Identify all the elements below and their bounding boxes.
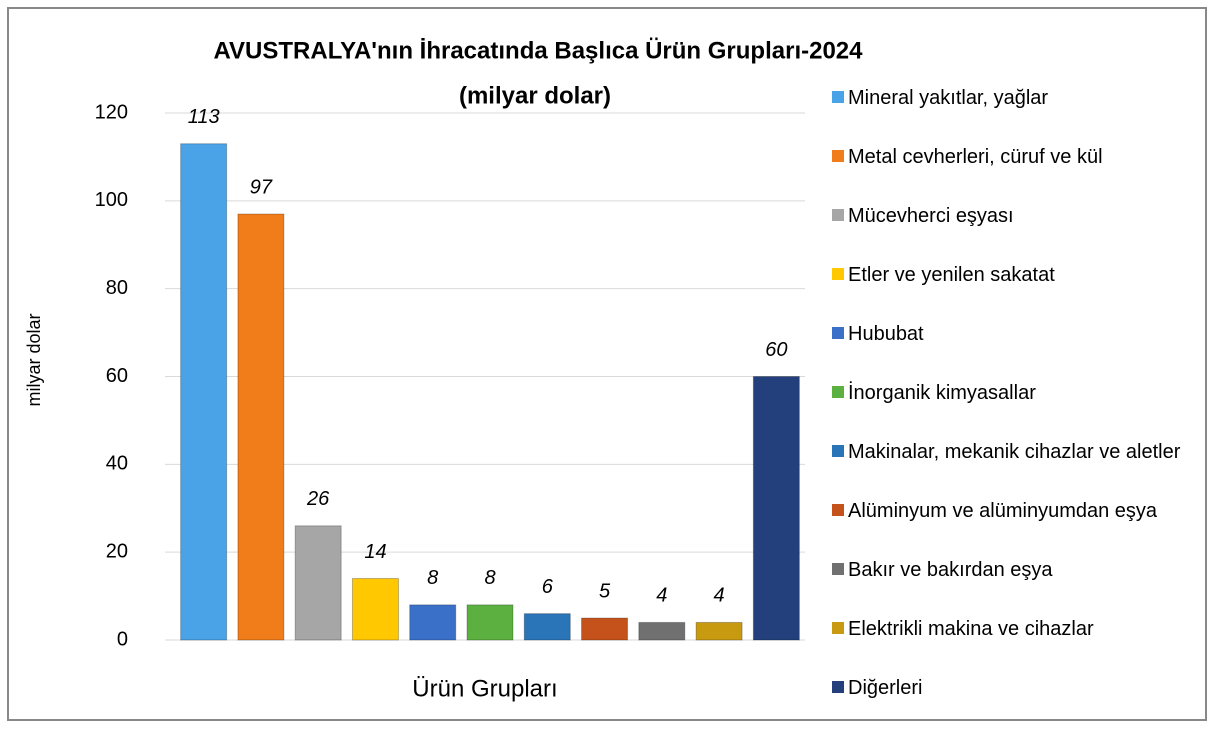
legend-item: Elektrikli makina ve cihazlar <box>832 617 1202 641</box>
legend-swatch <box>832 504 844 516</box>
value-label: 5 <box>599 580 611 602</box>
legend-item: İnorganik kimyasallar <box>832 381 1202 405</box>
bar <box>237 213 285 641</box>
legend-swatch <box>832 445 844 457</box>
legend-item: Makinalar, mekanik cihazlar ve aletler <box>832 440 1202 464</box>
legend-swatch <box>832 386 844 398</box>
y-tick-label: 40 <box>106 453 128 475</box>
y-tick-label: 0 <box>117 628 128 650</box>
legend-label: Metal cevherleri, cüruf ve kül <box>848 146 1103 168</box>
x-axis-label: Ürün Grupları <box>412 675 557 702</box>
value-label: 60 <box>765 339 787 361</box>
bar <box>294 525 342 641</box>
y-tick-label: 80 <box>106 277 128 299</box>
legend-swatch <box>832 622 844 634</box>
legend-item: Metal cevherleri, cüruf ve kül <box>832 145 1202 169</box>
legend-swatch <box>832 327 844 339</box>
bar <box>752 376 800 641</box>
legend-label: Bakır ve bakırdan eşya <box>848 559 1053 581</box>
y-tick-label: 60 <box>106 365 128 387</box>
value-label: 6 <box>542 576 554 598</box>
value-label: 113 <box>188 106 220 128</box>
frame <box>7 7 1207 721</box>
legend-item: Hububat <box>832 322 1202 346</box>
value-label: 26 <box>306 488 330 510</box>
chart-title: AVUSTRALYA'nın İhracatında Başlıca Ürün … <box>213 37 863 64</box>
legend-item: Alüminyum ve alüminyumdan eşya <box>832 499 1202 523</box>
legend-label: Elektrikli makina ve cihazlar <box>848 618 1094 640</box>
value-label: 97 <box>250 176 273 198</box>
y-axis-label: milyar dolar <box>24 313 44 406</box>
legend-swatch <box>832 150 844 162</box>
bar <box>466 604 514 641</box>
value-label: 8 <box>427 567 438 589</box>
legend-label: Etler ve yenilen sakatat <box>848 264 1055 286</box>
legend-label: Makinalar, mekanik cihazlar ve aletler <box>848 441 1181 463</box>
y-tick-label: 100 <box>95 189 128 211</box>
y-tick-label: 20 <box>106 540 128 562</box>
legend-swatch <box>832 681 844 693</box>
legend-item: Bakır ve bakırdan eşya <box>832 558 1202 582</box>
legend-label: Alüminyum ve alüminyumdan eşya <box>848 500 1158 522</box>
bar <box>180 143 228 641</box>
chart-subtitle: (milyar dolar) <box>459 82 611 109</box>
legend-label: Hububat <box>848 323 924 345</box>
bar <box>695 621 743 641</box>
bar <box>351 578 399 641</box>
legend-swatch <box>832 209 844 221</box>
legend-swatch <box>832 91 844 103</box>
legend-label: Diğerleri <box>848 677 923 699</box>
legend-swatch <box>832 268 844 280</box>
value-label: 8 <box>484 567 495 589</box>
y-tick-label: 120 <box>95 101 128 123</box>
legend-label: Mücevherci eşyası <box>848 205 1014 227</box>
legend-item: Mineral yakıtlar, yağlar <box>832 86 1202 110</box>
legend-item: Etler ve yenilen sakatat <box>832 263 1202 287</box>
value-label: 4 <box>656 585 667 607</box>
legend-label: Mineral yakıtlar, yağlar <box>848 87 1049 109</box>
value-label: 4 <box>714 585 725 607</box>
bar <box>638 621 686 641</box>
value-label: 14 <box>364 541 386 563</box>
legend-label: İnorganik kimyasallar <box>848 382 1036 404</box>
bar <box>409 604 457 641</box>
legend-swatch <box>832 563 844 575</box>
legend-item: Diğerleri <box>832 676 1202 700</box>
bar <box>581 617 629 641</box>
bar <box>523 613 571 641</box>
legend-item: Mücevherci eşyası <box>832 204 1202 228</box>
